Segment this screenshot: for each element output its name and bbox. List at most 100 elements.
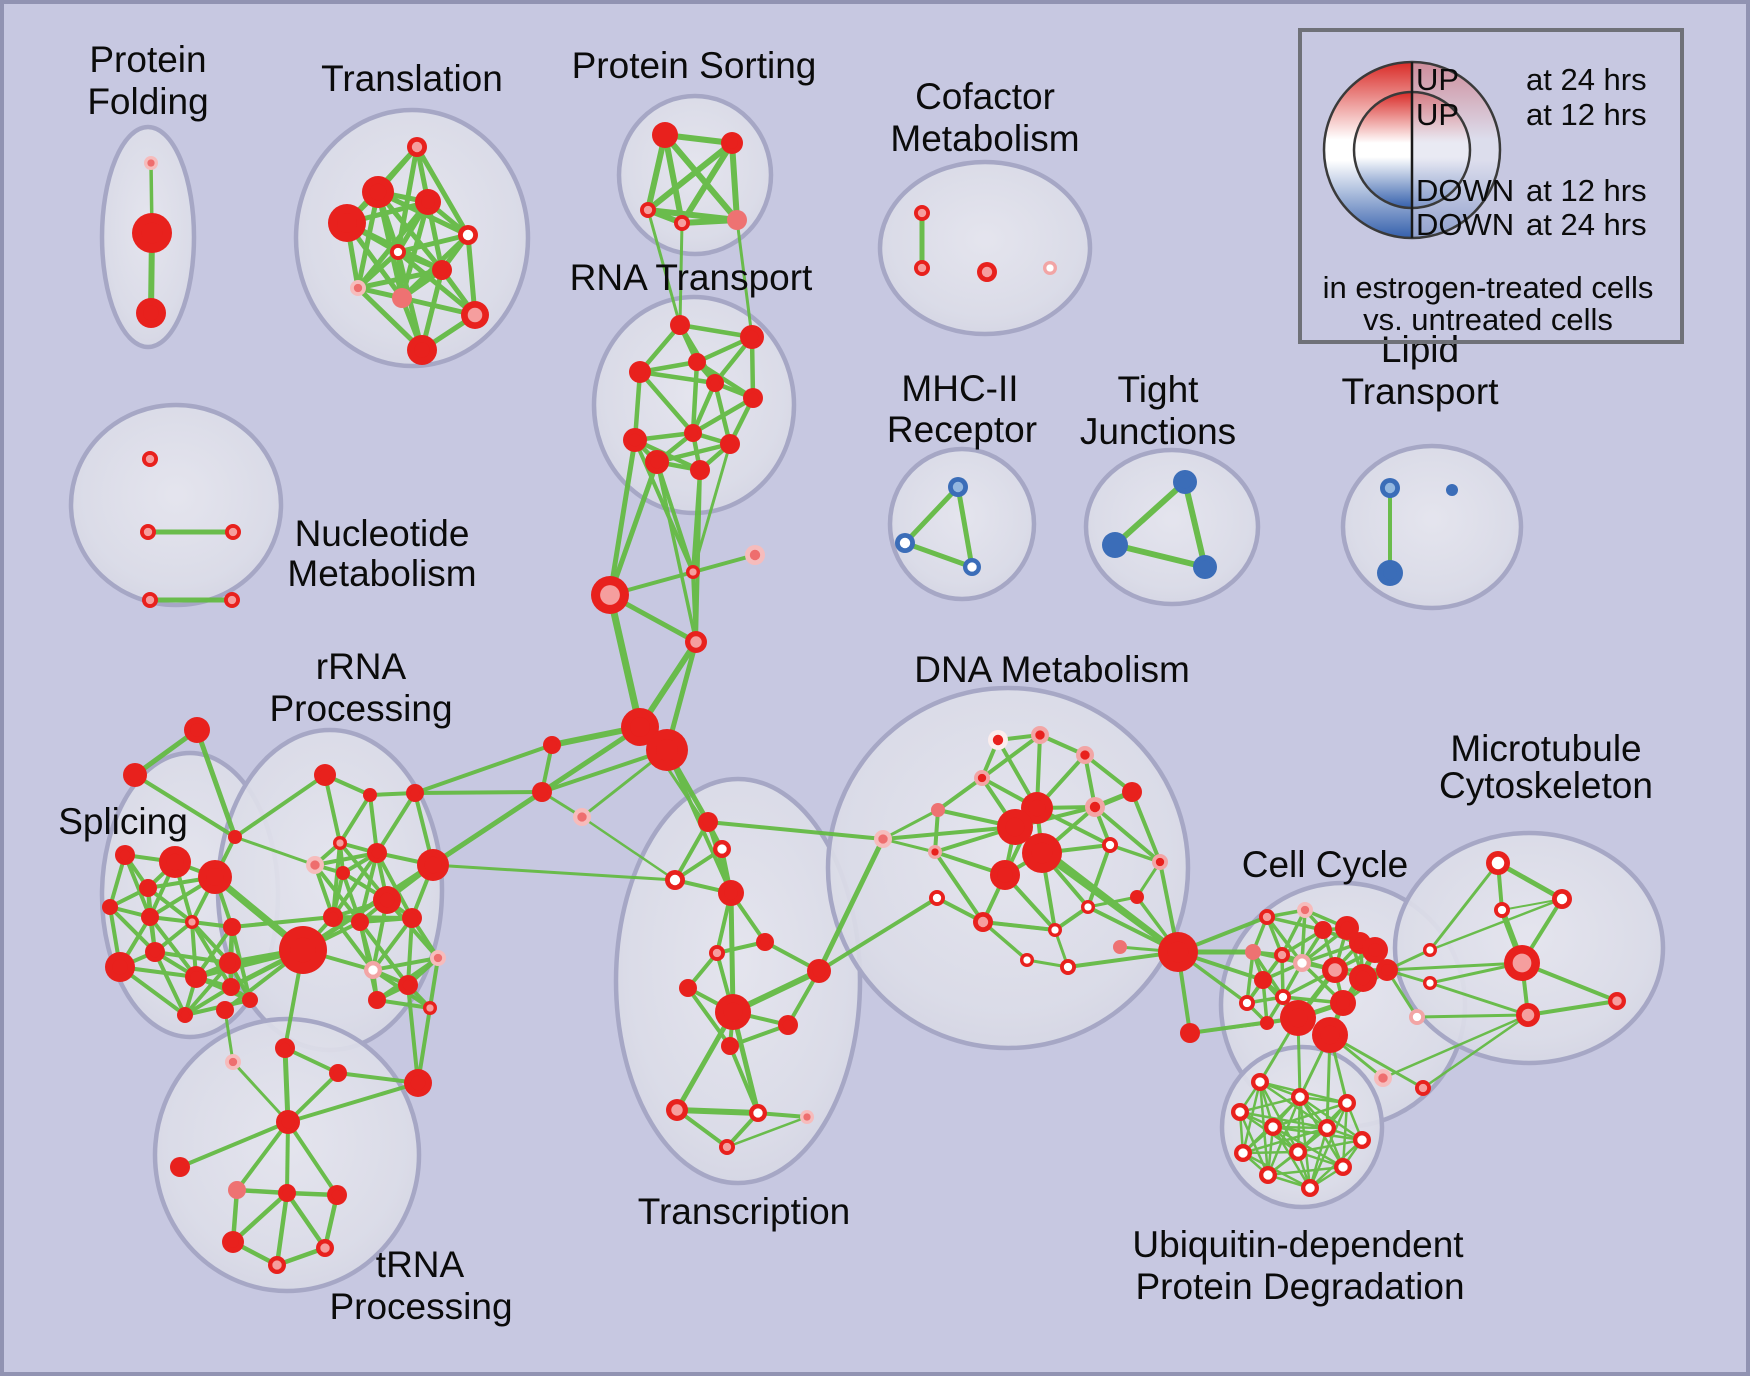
network-edge: [690, 395, 756, 436]
network-node-cc22: [1409, 1009, 1425, 1025]
node-center: [630, 717, 650, 737]
network-edge: [1415, 1013, 1530, 1019]
network-node-cc1: [1259, 909, 1275, 925]
network-node-rr11: [402, 908, 422, 928]
node-center: [981, 266, 993, 278]
network-node-cc11: [1254, 971, 1272, 989]
node-center: [967, 562, 977, 572]
network-edge: [1238, 1110, 1329, 1130]
node-center: [327, 911, 339, 923]
network-edge: [678, 221, 684, 327]
network-node-s5: [727, 210, 747, 230]
network-node-cc4: [1335, 916, 1359, 940]
network-edge: [230, 1190, 290, 1245]
network-edge: [728, 890, 736, 1015]
cluster-label: Processing: [329, 1286, 512, 1327]
network-edge: [286, 1081, 420, 1124]
network-node-mh1: [948, 477, 968, 497]
node-center: [803, 1113, 811, 1121]
network-node-rr2: [363, 788, 377, 802]
network-node-rr7: [336, 866, 350, 880]
network-node-t1: [407, 137, 427, 157]
network-edge: [816, 836, 886, 974]
cluster-label: Protein Sorting: [572, 45, 817, 86]
network-node-tc5: [756, 933, 774, 951]
node-center: [1063, 962, 1073, 972]
network-edge: [123, 853, 152, 919]
network-edge: [1086, 843, 1112, 909]
network-node-tc15: [719, 1139, 735, 1155]
node-center: [1242, 998, 1252, 1008]
node-center: [1521, 1008, 1535, 1022]
node-center: [331, 1189, 343, 1201]
cluster-label: Tight: [1118, 369, 1200, 410]
network-node-mt6: [1608, 992, 1626, 1010]
network-node-r7: [623, 428, 647, 452]
network-edge: [881, 808, 940, 841]
cluster-label: Cofactor: [915, 76, 1055, 117]
node-center: [1412, 1012, 1422, 1022]
network-node-rr10: [351, 913, 369, 931]
network-edge: [355, 267, 445, 291]
network-edge: [655, 460, 698, 644]
network-edge: [646, 208, 682, 327]
node-center: [1126, 786, 1138, 798]
node-center: [1288, 1008, 1308, 1028]
network-node-cc7: [1245, 944, 1261, 960]
network-node-sp1: [159, 846, 191, 878]
node-center: [337, 213, 357, 233]
network-node-s2: [721, 132, 743, 154]
network-edge: [691, 570, 698, 644]
node-center: [105, 902, 115, 912]
node-center: [674, 319, 686, 331]
network-node-mt7: [1516, 1003, 1540, 1027]
network-edge: [146, 886, 194, 924]
node-center: [1338, 1162, 1348, 1172]
network-edge: [431, 790, 544, 867]
node-center: [726, 137, 738, 149]
node-center: [753, 1108, 763, 1118]
network-edge: [1421, 1013, 1530, 1090]
network-edge: [282, 1045, 291, 1125]
network-edge: [284, 1190, 328, 1251]
cluster-label: Translation: [321, 58, 503, 99]
network-edge: [902, 484, 961, 546]
network-edge: [936, 776, 984, 812]
node-center: [1305, 1183, 1315, 1193]
network-node-r3: [629, 361, 651, 383]
network-node-tn6: [268, 1256, 286, 1274]
network-node-mt1: [1486, 851, 1510, 875]
node-center: [650, 455, 664, 469]
network-edge: [1298, 1095, 1312, 1190]
node-center: [1089, 801, 1101, 813]
network-node-mh3: [963, 558, 981, 576]
node-center: [745, 330, 759, 344]
cluster-ellipse-lipid-transport: [1340, 443, 1524, 611]
node-center: [368, 965, 378, 975]
node-center: [1198, 560, 1212, 574]
network-node-tn3: [327, 1185, 347, 1205]
node-center: [224, 957, 236, 969]
network-node-ub10: [1334, 1158, 1352, 1176]
node-center: [628, 433, 642, 447]
network-node-dm15: [973, 912, 993, 932]
cluster-ellipse-nucleotide-metabolism: [68, 402, 284, 608]
network-node-j6: [646, 729, 688, 771]
network-node-ub5: [1264, 1118, 1282, 1136]
network-edge: [355, 199, 431, 291]
node-center: [1248, 947, 1258, 957]
network-edge: [153, 950, 232, 965]
node-center: [688, 428, 698, 438]
network-node-rr18: [423, 1001, 437, 1015]
network-node-ub6: [1318, 1119, 1336, 1137]
network-edge: [233, 835, 317, 867]
network-node-sp2: [198, 860, 232, 894]
network-node-n4: [142, 592, 158, 608]
node-center: [1080, 750, 1090, 760]
cluster-label: DNA Metabolism: [914, 649, 1190, 690]
node-center: [143, 305, 159, 321]
cluster-label: Processing: [269, 688, 452, 729]
network-node-tc10: [778, 1015, 798, 1035]
node-center: [228, 527, 238, 537]
network-node-tc7: [679, 979, 697, 997]
